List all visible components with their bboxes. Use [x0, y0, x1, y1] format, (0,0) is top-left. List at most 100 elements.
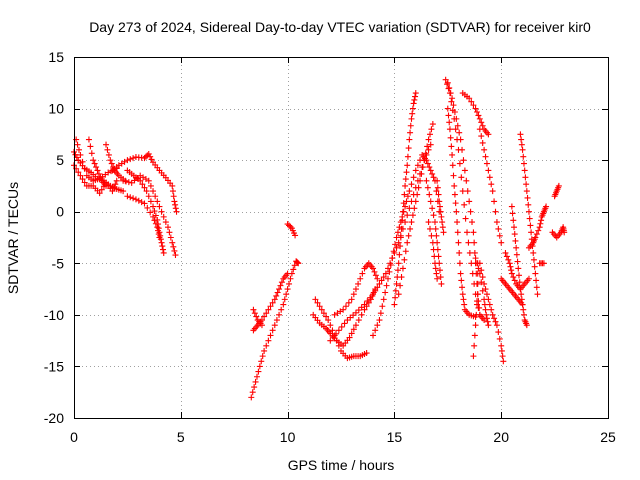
data-point — [139, 181, 146, 188]
series-track-ac — [476, 260, 507, 365]
data-point — [291, 262, 298, 269]
data-point — [454, 136, 461, 143]
data-point — [108, 168, 115, 175]
data-point — [160, 246, 166, 253]
data-point — [459, 291, 466, 298]
data-point — [511, 277, 518, 284]
data-point — [474, 291, 481, 298]
data-point — [376, 280, 383, 287]
data-point — [520, 153, 527, 160]
data-point — [475, 304, 482, 311]
data-point — [447, 134, 454, 141]
x-tick-label: 0 — [70, 429, 78, 445]
data-point — [412, 198, 419, 205]
data-point — [141, 200, 148, 207]
chart-title: Day 273 of 2024, Sidereal Day-to-day VTE… — [89, 19, 591, 35]
data-point — [367, 294, 374, 301]
data-point — [269, 327, 276, 334]
data-point — [460, 157, 467, 164]
x-tick-label: 20 — [493, 429, 509, 445]
data-point — [409, 212, 416, 219]
data-point — [127, 156, 134, 163]
y-tick-label: 15 — [48, 49, 64, 65]
data-point — [444, 105, 451, 112]
data-point — [284, 270, 291, 277]
data-point — [370, 332, 377, 339]
data-point — [533, 231, 540, 238]
data-point — [472, 255, 479, 262]
series-track-ae — [470, 260, 481, 360]
data-point — [468, 260, 475, 267]
data-point — [400, 200, 407, 207]
data-point — [318, 306, 325, 313]
data-point — [485, 322, 492, 329]
data-point — [516, 279, 523, 286]
data-point — [528, 229, 535, 236]
data-point — [402, 248, 409, 255]
data-point — [492, 318, 499, 325]
data-point — [445, 85, 452, 92]
data-point — [458, 174, 465, 181]
data-point — [150, 188, 157, 195]
data-point — [520, 311, 527, 318]
data-point — [491, 198, 498, 205]
data-point — [436, 198, 443, 205]
data-point — [427, 198, 434, 205]
data-point — [511, 224, 518, 231]
data-point — [425, 219, 432, 226]
data-point — [502, 249, 509, 256]
data-point — [77, 172, 84, 179]
data-point — [120, 188, 127, 195]
data-point — [414, 191, 421, 198]
series-track-ai — [498, 275, 526, 308]
data-point — [456, 249, 463, 256]
data-point — [526, 215, 533, 222]
data-point — [138, 199, 145, 206]
series-track-ag — [508, 203, 530, 329]
data-point — [269, 299, 276, 306]
data-point — [458, 277, 465, 284]
data-point — [474, 270, 481, 277]
data-point — [85, 136, 92, 143]
data-point — [468, 98, 475, 105]
data-point — [98, 186, 105, 193]
data-point — [459, 284, 466, 291]
data-point — [169, 182, 176, 189]
data-point — [379, 303, 386, 310]
data-point — [278, 279, 285, 286]
series-track-n — [312, 296, 370, 362]
data-point — [434, 177, 441, 184]
data-point — [340, 306, 347, 313]
data-point — [489, 311, 496, 318]
data-point — [451, 191, 458, 198]
data-point — [410, 100, 417, 107]
data-point — [431, 253, 438, 260]
data-point — [152, 193, 159, 200]
data-point — [74, 141, 81, 148]
data-point — [345, 299, 352, 306]
series-track-v — [425, 219, 441, 282]
data-point — [449, 95, 456, 102]
data-point — [533, 277, 540, 284]
data-point — [524, 194, 531, 201]
data-point — [151, 208, 158, 215]
series-track-h — [120, 172, 179, 259]
data-point — [444, 81, 451, 88]
data-point — [484, 318, 491, 325]
data-point — [442, 76, 449, 83]
data-point — [479, 122, 486, 129]
data-point — [440, 229, 447, 236]
data-point — [431, 219, 438, 226]
data-point — [251, 384, 258, 391]
data-point — [432, 225, 439, 232]
data-point — [314, 299, 321, 306]
data-point — [267, 303, 274, 310]
y-tick-label: 5 — [56, 152, 64, 168]
data-point — [523, 181, 530, 188]
data-point — [167, 234, 174, 241]
data-point — [261, 313, 268, 320]
data-point — [395, 239, 402, 246]
data-point — [540, 260, 547, 267]
data-point — [536, 224, 543, 231]
data-point — [384, 275, 391, 282]
